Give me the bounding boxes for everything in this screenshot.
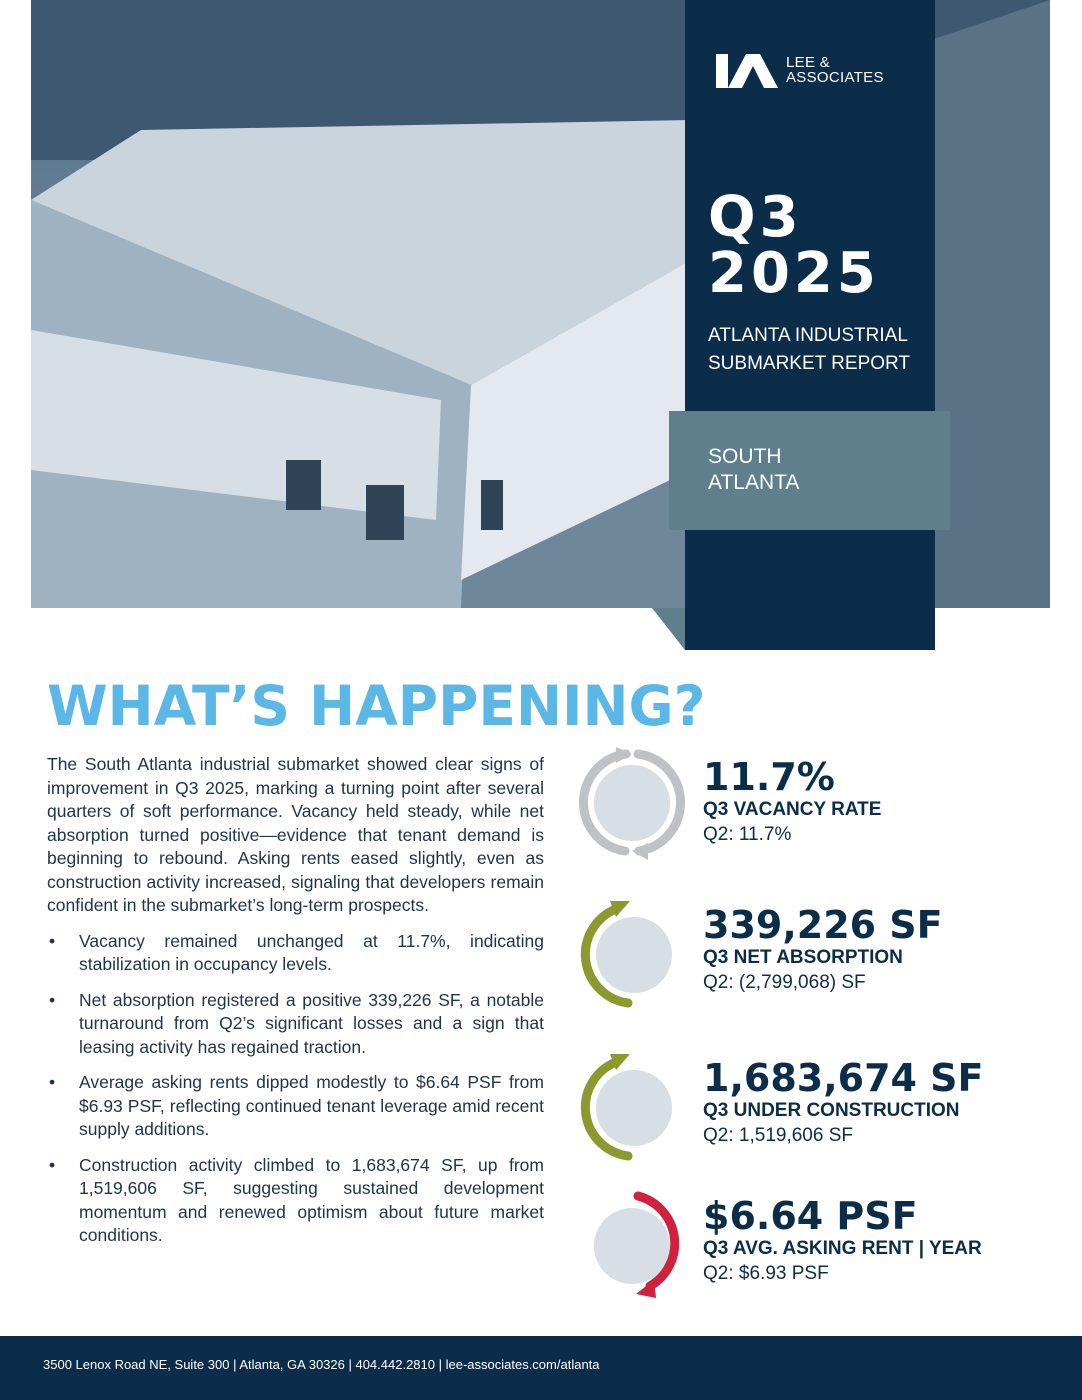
bullet-item: Construction activity climbed to 1,683,6… — [47, 1154, 544, 1248]
logo-line1: LEE & — [786, 54, 831, 71]
lee-associates-logo: LEE & ASSOCIATES — [716, 52, 884, 88]
bullet-list: Vacancy remained unchanged at 11.7%, ind… — [47, 930, 544, 1248]
stat-label: Q3 AVG. ASKING RENT | YEAR — [703, 1238, 982, 1259]
stat-value: 1,683,674 SF — [703, 1056, 984, 1100]
bullet-item: Average asking rents dipped modestly to … — [47, 1071, 544, 1142]
stat-net-absorption: 339,226 SF Q3 NET ABSORPTION Q2: (2,799,06… — [703, 904, 943, 996]
increase-arrow-icon — [580, 1054, 672, 1161]
subtitle-line2: SUBMARKET REPORT — [708, 353, 911, 374]
stat-prior: Q2: $6.93 PSF — [703, 1263, 829, 1284]
stat-prior: Q2: (2,799,068) SF — [703, 972, 866, 993]
stat-label: Q3 UNDER CONSTRUCTION — [703, 1100, 960, 1121]
section-heading: WHAT’S HAPPENING? — [47, 674, 706, 738]
stat-under-construction: 1,683,674 SF Q3 UNDER CONSTRUCTION Q2: 1,5… — [703, 1057, 984, 1149]
subtitle-line1: ATLANTA INDUSTRIAL — [708, 325, 908, 346]
bullet-item: Net absorption registered a positive 339… — [47, 989, 544, 1060]
unchanged-cycle-icon — [578, 747, 686, 860]
stat-value: 11.7% — [703, 755, 835, 799]
stat-value: 339,226 SF — [703, 903, 943, 947]
cover-panel — [685, 0, 935, 650]
stat-label: Q3 VACANCY RATE — [703, 799, 882, 820]
region-line2: ATLANTA — [708, 471, 800, 494]
region-line1: SOUTH — [708, 445, 782, 468]
intro-paragraph: The South Atlanta industrial submarket s… — [47, 754, 544, 915]
la-logo-mark-icon — [716, 54, 778, 88]
stat-vacancy: 11.7% Q3 VACANCY RATE Q2: 11.7% — [703, 756, 881, 848]
decrease-arrow-icon — [594, 1191, 680, 1298]
stat-value: $6.64 PSF — [703, 1194, 918, 1238]
stat-prior: Q2: 11.7% — [703, 824, 792, 845]
region-label: SOUTH ATLANTA — [669, 411, 950, 530]
bullet-item: Vacancy remained unchanged at 11.7%, ind… — [47, 930, 544, 977]
increase-arrow-icon — [580, 901, 672, 1008]
summary-text: The South Atlanta industrial submarket s… — [47, 753, 544, 1260]
stat-label: Q3 NET ABSORPTION — [703, 947, 903, 968]
quarter: Q3 — [708, 185, 803, 250]
logo-line2: ASSOCIATES — [786, 69, 884, 86]
footer-contact: 3500 Lenox Road NE, Suite 300 | Atlanta,… — [0, 1336, 1082, 1400]
report-period: Q3 2025 — [708, 190, 880, 302]
stat-prior: Q2: 1,519,606 SF — [703, 1125, 853, 1146]
decorative-triangle — [652, 608, 685, 650]
stat-asking-rent: $6.64 PSF Q3 AVG. ASKING RENT | YEAR Q2: $… — [703, 1195, 982, 1287]
report-subtitle: ATLANTA INDUSTRIAL SUBMARKET REPORT — [708, 322, 910, 378]
year: 2025 — [708, 241, 880, 306]
